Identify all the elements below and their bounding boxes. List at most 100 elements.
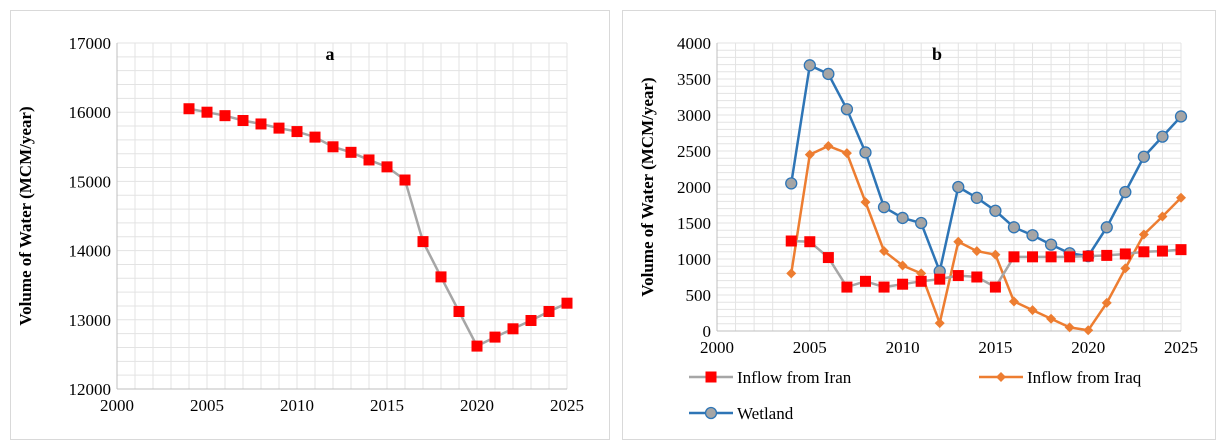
chart-b-y-tick-label: 2000: [677, 178, 711, 197]
chart-a-point: [435, 271, 447, 283]
chart-b-point-wetland: [1174, 110, 1188, 123]
chart-b-point-inflow-from-iran: [989, 281, 1001, 293]
chart-b-point-inflow-from-iran: [1027, 251, 1039, 263]
legend-marker-inflow-from-iraq: [996, 372, 1006, 382]
chart-a-point: [273, 122, 285, 134]
chart-b-point-wetland: [1156, 130, 1169, 143]
chart-a-point: [255, 118, 267, 130]
chart-b-point-wetland: [1100, 221, 1113, 234]
chart-a-x-tick-label: 2005: [190, 396, 224, 415]
chart-b-point-wetland: [896, 211, 909, 225]
chart-b-point-inflow-from-iraq: [823, 140, 834, 151]
chart-a-point: [381, 161, 393, 173]
legend-marker-inflow-from-iran: [705, 371, 717, 383]
chart-a-point: [219, 110, 231, 122]
chart-a-point: [237, 115, 249, 127]
chart-a-point: [309, 131, 321, 143]
chart-b-point-wetland: [1137, 150, 1151, 163]
chart-b-point-inflow-from-iran: [1045, 251, 1057, 263]
chart-b-point-inflow-from-iraq: [1083, 325, 1094, 336]
chart-a-point: [561, 297, 573, 309]
chart-b-point-inflow-from-iran: [1175, 244, 1187, 256]
chart-a-point: [291, 126, 303, 138]
chart-b-point-inflow-from-iraq: [841, 148, 852, 159]
legend-label-inflow-from-iraq: Inflow from Iraq: [1027, 368, 1142, 387]
chart-b-point-inflow-from-iran: [878, 281, 890, 293]
chart-b-x-tick-label: 2000: [700, 338, 734, 357]
chart-b-point-inflow-from-iran: [1138, 246, 1150, 258]
chart-a-point: [399, 174, 411, 186]
chart-a-y-tick-label: 13000: [69, 311, 112, 330]
chart-a-x-tick-label: 2000: [100, 396, 134, 415]
chart-panel-b: 0 500 1000 1500 2000 2500 3000 3500 4000 2000 2005…: [622, 10, 1216, 440]
chart-b-point-wetland: [840, 103, 854, 116]
chart-b-point-wetland: [915, 216, 928, 230]
chart-b-point-wetland: [877, 201, 891, 214]
chart-a-point: [345, 146, 357, 158]
chart-panel-a: 12000 13000 14000 15000 16000 17000 2000 2005 20…: [10, 10, 610, 440]
chart-b-point-inflow-from-iraq: [1101, 297, 1112, 308]
chart-b-point-inflow-from-iran: [897, 278, 909, 290]
chart-b-y-axis-label: Volume of Water (MCM/year): [638, 77, 657, 296]
chart-b-y-tick-label: 1500: [677, 214, 711, 233]
chart-a-y-tick-label: 14000: [69, 242, 112, 261]
chart-b-x-tick-label: 2015: [978, 338, 1012, 357]
chart-a-point: [453, 305, 465, 317]
chart-b-point-inflow-from-iraq: [990, 249, 1001, 260]
legend-item-inflow-from-iraq: Inflow from Iraq: [979, 368, 1142, 387]
chart-b-point-inflow-from-iraq: [1027, 305, 1038, 316]
chart-b-point-inflow-from-iraq: [1157, 211, 1168, 222]
chart-a-point: [471, 340, 483, 352]
chart-b-line-inflow-from-iran: [791, 239, 1182, 289]
chart-b-x-tick-label: 2010: [886, 338, 920, 357]
chart-b-point-wetland: [859, 146, 872, 159]
chart-b-x-tick-label: 2020: [1071, 338, 1105, 357]
chart-b-point-inflow-from-iraq: [1176, 192, 1186, 203]
chart-a-point: [363, 154, 375, 166]
chart-a-x-tick-label: 2020: [460, 396, 494, 415]
chart-b-point-inflow-from-iraq: [1064, 322, 1075, 333]
chart-b-x-tick-label: 2025: [1164, 338, 1198, 357]
chart-b-point-inflow-from-iraq: [804, 149, 815, 160]
chart-b-point-wetland: [785, 177, 798, 190]
chart-b-point-wetland: [1026, 229, 1039, 242]
chart-a-point: [489, 331, 501, 343]
chart-b-svg: 0 500 1000 1500 2000 2500 3000 3500 4000 2000 2005…: [638, 34, 1198, 423]
chart-b-point-inflow-from-iraq: [1046, 313, 1057, 324]
chart-b-point-inflow-from-iran: [841, 281, 853, 293]
chart-b-point-inflow-from-iran: [1008, 251, 1020, 263]
chart-a-series-line: [188, 107, 568, 348]
chart-b-point-inflow-from-iraq: [860, 197, 871, 208]
chart-b-point-inflow-from-iraq: [934, 318, 945, 329]
chart-b-point-wetland: [989, 204, 1002, 217]
chart-b-point-inflow-from-iran: [1156, 245, 1168, 257]
chart-b-title: b: [932, 44, 942, 64]
chart-b-y-tick-label: 3000: [677, 106, 711, 125]
chart-b-point-wetland: [822, 67, 835, 81]
chart-b-point-wetland: [1007, 221, 1021, 234]
chart-a-point: [183, 103, 195, 115]
chart-a-x-tick-label: 2010: [280, 396, 314, 415]
chart-b-y-tick-label: 4000: [677, 34, 711, 53]
chart-b-point-wetland: [803, 59, 816, 72]
chart-b-point-inflow-from-iran: [1082, 250, 1094, 262]
chart-b-y-tick-label: 1000: [677, 250, 711, 269]
chart-b-point-inflow-from-iraq: [1120, 263, 1131, 274]
chart-a-x-tick-label: 2025: [550, 396, 584, 415]
chart-b-point-inflow-from-iran: [1119, 248, 1131, 260]
chart-b-point-inflow-from-iran: [971, 271, 983, 283]
chart-b-y-tick-label: 0: [703, 322, 712, 341]
chart-a-point: [201, 106, 213, 118]
chart-b-point-inflow-from-iran: [785, 235, 797, 247]
chart-b-point-inflow-from-iran: [1064, 251, 1076, 263]
chart-b-point-inflow-from-iran: [1101, 249, 1113, 261]
chart-a-point: [525, 314, 537, 326]
chart-b-point-inflow-from-iran: [822, 252, 834, 264]
chart-a-title: a: [326, 44, 335, 64]
chart-b-point-inflow-from-iran: [934, 273, 946, 285]
chart-b-y-tick-label: 500: [686, 286, 712, 305]
chart-b-point-inflow-from-iran: [952, 270, 964, 282]
chart-b-point-inflow-from-iraq: [1138, 229, 1149, 240]
legend-item-inflow-from-iran: Inflow from Iran: [689, 368, 852, 387]
chart-b-point-inflow-from-iran: [804, 236, 816, 248]
